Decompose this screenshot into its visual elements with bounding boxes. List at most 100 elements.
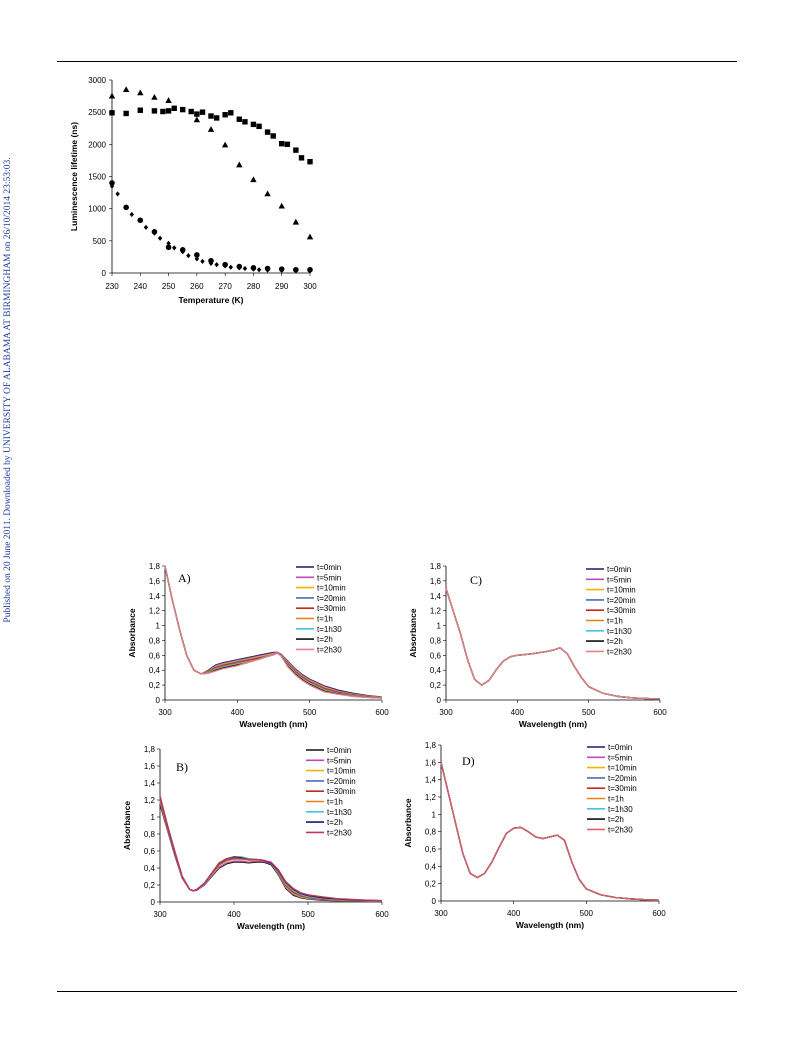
legend-label: t=30min (327, 787, 356, 796)
square-point (264, 129, 271, 135)
y-tick-label: 0,8 (430, 636, 442, 645)
legend-label: t=20min (608, 774, 637, 783)
y-tick-label: 0 (151, 898, 156, 907)
legend-label: t=30min (608, 784, 637, 793)
x-tick-label: 300 (303, 282, 317, 291)
legend-label: t=0min (608, 743, 632, 752)
diamond-point (129, 211, 134, 218)
circle-point (264, 265, 271, 272)
triangle-point (264, 190, 271, 197)
circle-point (194, 252, 200, 258)
legend-label: t=10min (317, 584, 346, 593)
square-point (194, 111, 200, 117)
y-tick-label: 1,6 (144, 762, 156, 771)
square-point (165, 108, 172, 114)
triangle-point (236, 161, 243, 168)
triangle-point (292, 218, 300, 225)
y-tick-label: 1,8 (149, 562, 161, 571)
circle-point (222, 261, 228, 268)
y-tick-label: 1,2 (144, 796, 156, 805)
square-point (137, 107, 143, 113)
square-point (256, 123, 262, 130)
x-tick-label: 300 (434, 909, 448, 918)
spectrum-line-t2h (164, 565, 383, 699)
watermark-text: Published on 20 June 2011. Downloaded by… (3, 157, 13, 623)
y-tick-label: 0,4 (430, 666, 442, 675)
circle-point (151, 229, 158, 235)
x-axis-title: Temperature (K) (178, 295, 243, 305)
spectrum-line-t10min (164, 565, 383, 699)
spectrum-line-t0min (164, 565, 383, 698)
x-tick-label: 240 (134, 282, 148, 291)
circle-point (179, 247, 186, 253)
spectrum-line-t5min (164, 565, 383, 698)
square-point (171, 105, 177, 112)
square-point (284, 141, 291, 148)
x-tick-label: 500 (582, 708, 596, 717)
legend-label: t=2h30 (607, 647, 632, 656)
square-point (293, 147, 299, 153)
y-tick-label: 0,4 (425, 862, 437, 871)
x-tick-label: 500 (303, 708, 317, 717)
x-tick-label: 500 (580, 909, 594, 918)
square-point (279, 140, 285, 147)
y-tick-label: 1,8 (425, 741, 437, 750)
x-tick-label: 600 (375, 910, 389, 919)
circle-point (109, 180, 115, 186)
y-axis-title: Absorbance (408, 608, 418, 657)
x-axis-title: Wavelength (nm) (237, 921, 305, 931)
legend-label: t=1h (327, 798, 343, 807)
y-tick-label: 500 (93, 237, 107, 246)
triangle-point (122, 86, 130, 93)
y-tick-label: 0 (437, 696, 442, 705)
diamond-point (228, 264, 233, 270)
square-point (242, 119, 248, 125)
legend-label: t=2h30 (327, 828, 352, 837)
legend-label: t=30min (317, 604, 346, 613)
square-point (298, 155, 305, 161)
spectrum-line-t1h30 (164, 565, 383, 699)
spectrum-line-t5min (159, 802, 383, 902)
panel-label: D) (462, 754, 475, 768)
legend-label: t=1h30 (327, 808, 352, 817)
panel-label: C) (470, 573, 482, 587)
square-point (208, 113, 214, 119)
x-tick-label: 600 (375, 708, 389, 717)
circle-point (293, 266, 299, 273)
triangle-point (108, 92, 116, 99)
square-point (188, 108, 194, 115)
x-axis-title: Wavelength (nm) (516, 920, 584, 930)
y-tick-label: 0,8 (425, 828, 437, 837)
x-tick-label: 400 (511, 708, 525, 717)
y-tick-label: 0,6 (425, 845, 437, 854)
circle-point (208, 257, 214, 264)
y-tick-label: 1 (432, 810, 437, 819)
square-point (123, 110, 129, 117)
y-tick-label: 1,4 (144, 779, 156, 788)
legend-label: t=1h30 (607, 627, 632, 636)
legend-label: t=1h (317, 615, 333, 624)
y-tick-label: 0,8 (149, 636, 161, 645)
spectrum-line-t20min (164, 565, 383, 699)
x-tick-label: 230 (105, 282, 119, 291)
y-tick-label: 3000 (88, 76, 106, 85)
square-point (222, 112, 228, 118)
square-point (270, 133, 276, 139)
legend-label: t=10min (607, 586, 636, 595)
legend-label: t=30min (607, 606, 636, 615)
download-watermark: Published on 20 June 2011. Downloaded by… (3, 130, 17, 650)
legend-label: t=2h30 (608, 825, 633, 834)
lifetime-scatter-chart: 0 500 1000 1500 2000 2500 3000 230 240 250 260 270 2… (69, 76, 317, 305)
y-tick-label: 1,2 (149, 607, 161, 616)
square-point (250, 121, 257, 128)
legend-label: t=0min (327, 746, 351, 755)
y-tick-label: 0,2 (149, 681, 161, 690)
legend-label: t=2h30 (317, 645, 342, 654)
diamond-point (256, 267, 262, 273)
diamond-point (214, 262, 219, 268)
y-axis-title: Absorbance (122, 801, 132, 850)
triangle-point (165, 97, 172, 103)
x-tick-label: 400 (507, 909, 521, 918)
legend-label: t=10min (327, 767, 356, 776)
circle-point (123, 204, 129, 211)
